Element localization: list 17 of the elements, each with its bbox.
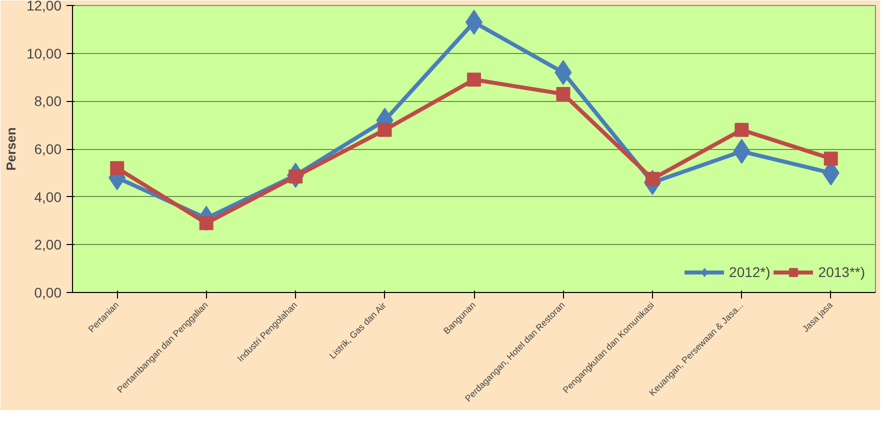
point	[467, 72, 481, 87]
y-tick-label: 6,00	[34, 141, 62, 157]
legend-label: 2012*)	[729, 264, 770, 280]
point	[824, 152, 838, 166]
point	[734, 122, 749, 137]
point	[110, 161, 124, 176]
point	[378, 122, 392, 137]
y-tick-label: 8,00	[34, 93, 62, 110]
point	[199, 216, 214, 230]
y-tick-label: 10,00	[26, 45, 62, 62]
y-tick-label: 4,00	[34, 188, 62, 205]
point	[556, 86, 570, 101]
legend-label: 2013**)	[818, 264, 865, 280]
y-axis-title: Persen	[3, 127, 18, 171]
y-tick-label: 0,00	[34, 284, 62, 300]
y-tick-label: 12,00	[26, 0, 62, 14]
y-tick-label: 2,00	[34, 236, 62, 253]
